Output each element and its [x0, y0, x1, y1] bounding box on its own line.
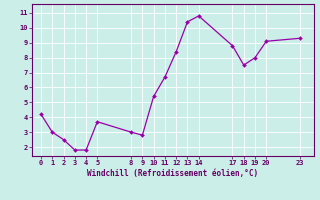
- X-axis label: Windchill (Refroidissement éolien,°C): Windchill (Refroidissement éolien,°C): [87, 169, 258, 178]
